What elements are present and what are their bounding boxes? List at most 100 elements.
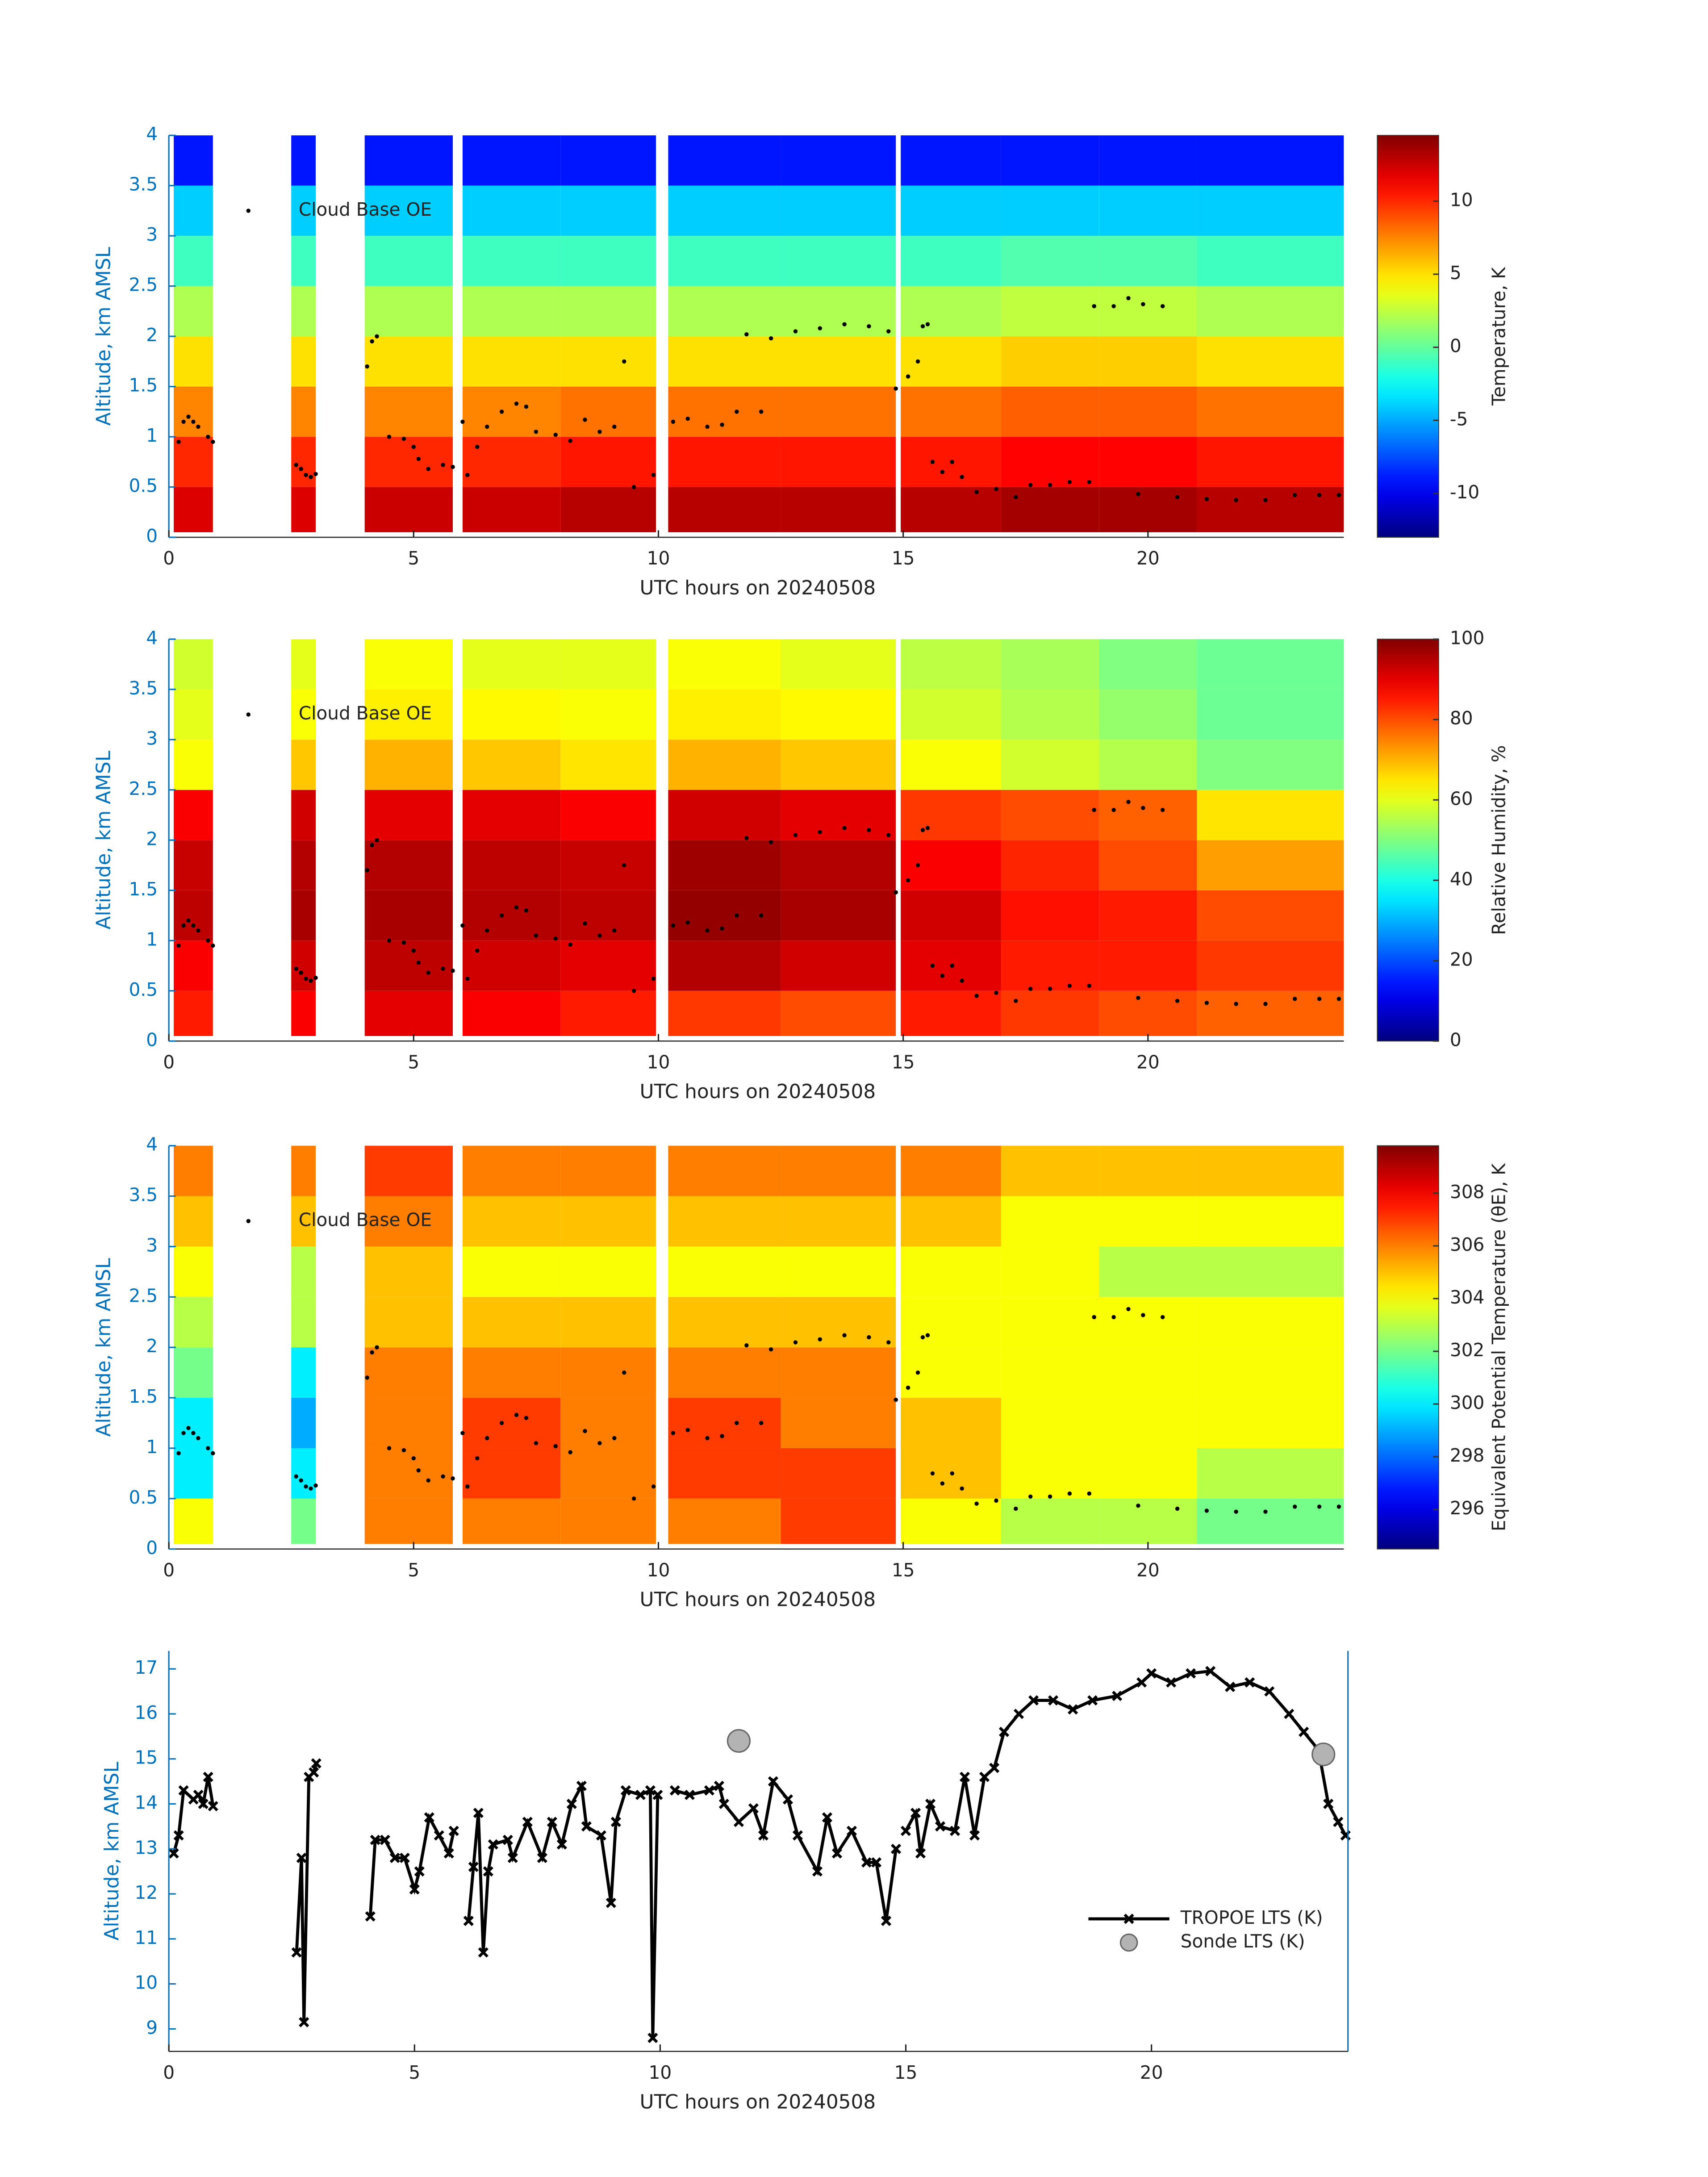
heat-cell bbox=[364, 1347, 453, 1398]
heat-cell bbox=[560, 689, 656, 740]
cloud-base-point bbox=[1263, 498, 1268, 502]
cloud-base-point bbox=[441, 966, 445, 971]
heat-cell bbox=[1099, 336, 1197, 387]
heat-cell bbox=[901, 185, 1001, 236]
heat-cell bbox=[560, 840, 656, 890]
heat-cell bbox=[901, 890, 1001, 941]
cloud-base-point bbox=[1087, 983, 1091, 988]
cloud-base-point bbox=[886, 329, 891, 334]
cloud-base-point bbox=[309, 475, 313, 479]
y-tick-label: 0.5 bbox=[129, 1487, 158, 1508]
heat-cell bbox=[560, 487, 656, 532]
line-marker bbox=[812, 1866, 823, 1877]
heat-cell bbox=[364, 487, 453, 532]
cloud-base-point bbox=[1263, 1002, 1268, 1006]
y-tick-label: 2.5 bbox=[129, 274, 158, 296]
heat-cell bbox=[1197, 1448, 1344, 1499]
cloud-base-point bbox=[401, 1448, 406, 1453]
heat-cell bbox=[174, 1145, 213, 1196]
line-marker bbox=[669, 1785, 680, 1796]
line-marker bbox=[758, 1830, 769, 1841]
cloud-base-point bbox=[960, 978, 964, 983]
line-marker bbox=[792, 1830, 803, 1841]
cloud-base-point bbox=[1092, 1315, 1096, 1320]
cloud-base-point bbox=[1126, 296, 1131, 301]
y-tick-label: 4 bbox=[146, 627, 158, 648]
cloud-base-point bbox=[460, 419, 465, 424]
cloud-base-point bbox=[940, 1481, 945, 1486]
heat-cell bbox=[291, 1246, 316, 1297]
legend-marker bbox=[246, 209, 251, 213]
line-marker bbox=[1166, 1677, 1177, 1688]
heat-cell bbox=[1099, 236, 1197, 286]
line-marker bbox=[178, 1785, 189, 1796]
heat-cell bbox=[174, 840, 213, 890]
heat-cell bbox=[174, 135, 213, 186]
heat-cell bbox=[364, 639, 453, 689]
y-tick-label: 3 bbox=[146, 1234, 158, 1256]
heat-cell bbox=[1099, 1145, 1197, 1196]
cloud-base-point bbox=[514, 905, 519, 910]
heat-cell bbox=[1197, 990, 1344, 1036]
cloud-base-point bbox=[974, 994, 979, 998]
cloud-base-point bbox=[1336, 493, 1341, 497]
cloud-base-point bbox=[460, 923, 465, 928]
cloud-base-point bbox=[720, 926, 724, 931]
colorbar-tick-label: -5 bbox=[1450, 408, 1468, 430]
line-marker bbox=[1013, 1709, 1024, 1719]
heat-cell bbox=[364, 940, 453, 991]
cloud-base-point bbox=[534, 430, 539, 434]
cloud-base-point bbox=[915, 359, 920, 364]
cloud-base-point bbox=[370, 1350, 374, 1355]
cloud-base-point bbox=[1092, 304, 1096, 309]
heat-cell bbox=[1197, 840, 1344, 890]
cloud-base-point bbox=[313, 975, 318, 980]
heat-cell bbox=[1197, 437, 1344, 487]
cloud-base-point bbox=[1141, 806, 1145, 810]
heat-cell bbox=[462, 689, 561, 740]
x-tick-label: 5 bbox=[408, 547, 419, 569]
heat-cell bbox=[560, 639, 656, 689]
heat-cell bbox=[291, 740, 316, 790]
x-tick-label: 5 bbox=[408, 1051, 419, 1073]
heat-cell bbox=[901, 1145, 1001, 1196]
line-marker bbox=[434, 1830, 444, 1841]
y-tick-label: 1.5 bbox=[129, 878, 158, 900]
cloud-base-point bbox=[176, 439, 181, 444]
colorbar bbox=[1377, 135, 1439, 538]
line-marker bbox=[483, 1866, 493, 1877]
line-marker bbox=[881, 1915, 892, 1926]
line-marker bbox=[1028, 1695, 1039, 1706]
heat-cell bbox=[462, 990, 561, 1036]
cloud-base-point bbox=[485, 1436, 489, 1441]
line-marker bbox=[443, 1848, 454, 1859]
x-axis-label: UTC hours on 20240508 bbox=[640, 1080, 876, 1103]
heat-cell bbox=[1099, 487, 1197, 532]
cloud-base-point bbox=[1087, 480, 1091, 485]
y-tick-label: 13 bbox=[134, 1837, 158, 1858]
cloud-base-point bbox=[1014, 495, 1018, 499]
heat-cell bbox=[901, 1297, 1001, 1348]
cloud-base-point bbox=[375, 334, 379, 338]
heat-cell bbox=[174, 990, 213, 1036]
cloud-base-point bbox=[894, 890, 898, 894]
y-tick-label: 2.5 bbox=[129, 1285, 158, 1306]
heat-cell bbox=[560, 437, 656, 487]
heat-cell bbox=[1001, 1498, 1099, 1544]
cloud-base-point bbox=[744, 332, 749, 337]
cloud-base-point bbox=[514, 1412, 519, 1417]
line-marker bbox=[488, 1839, 498, 1850]
x-axis-label: UTC hours on 20240508 bbox=[640, 577, 876, 599]
heat-cell bbox=[462, 487, 561, 532]
heat-cell bbox=[1099, 840, 1197, 890]
cloud-base-point bbox=[705, 424, 710, 429]
line-marker bbox=[502, 1834, 513, 1845]
heat-cell bbox=[174, 1196, 213, 1247]
heat-cell bbox=[901, 990, 1001, 1036]
line-marker bbox=[748, 1803, 759, 1814]
line-marker bbox=[309, 1767, 319, 1778]
heat-cell bbox=[781, 990, 896, 1036]
heat-cell bbox=[1001, 1347, 1099, 1398]
x-tick-label: 0 bbox=[163, 1051, 175, 1073]
heat-cell bbox=[174, 1246, 213, 1297]
